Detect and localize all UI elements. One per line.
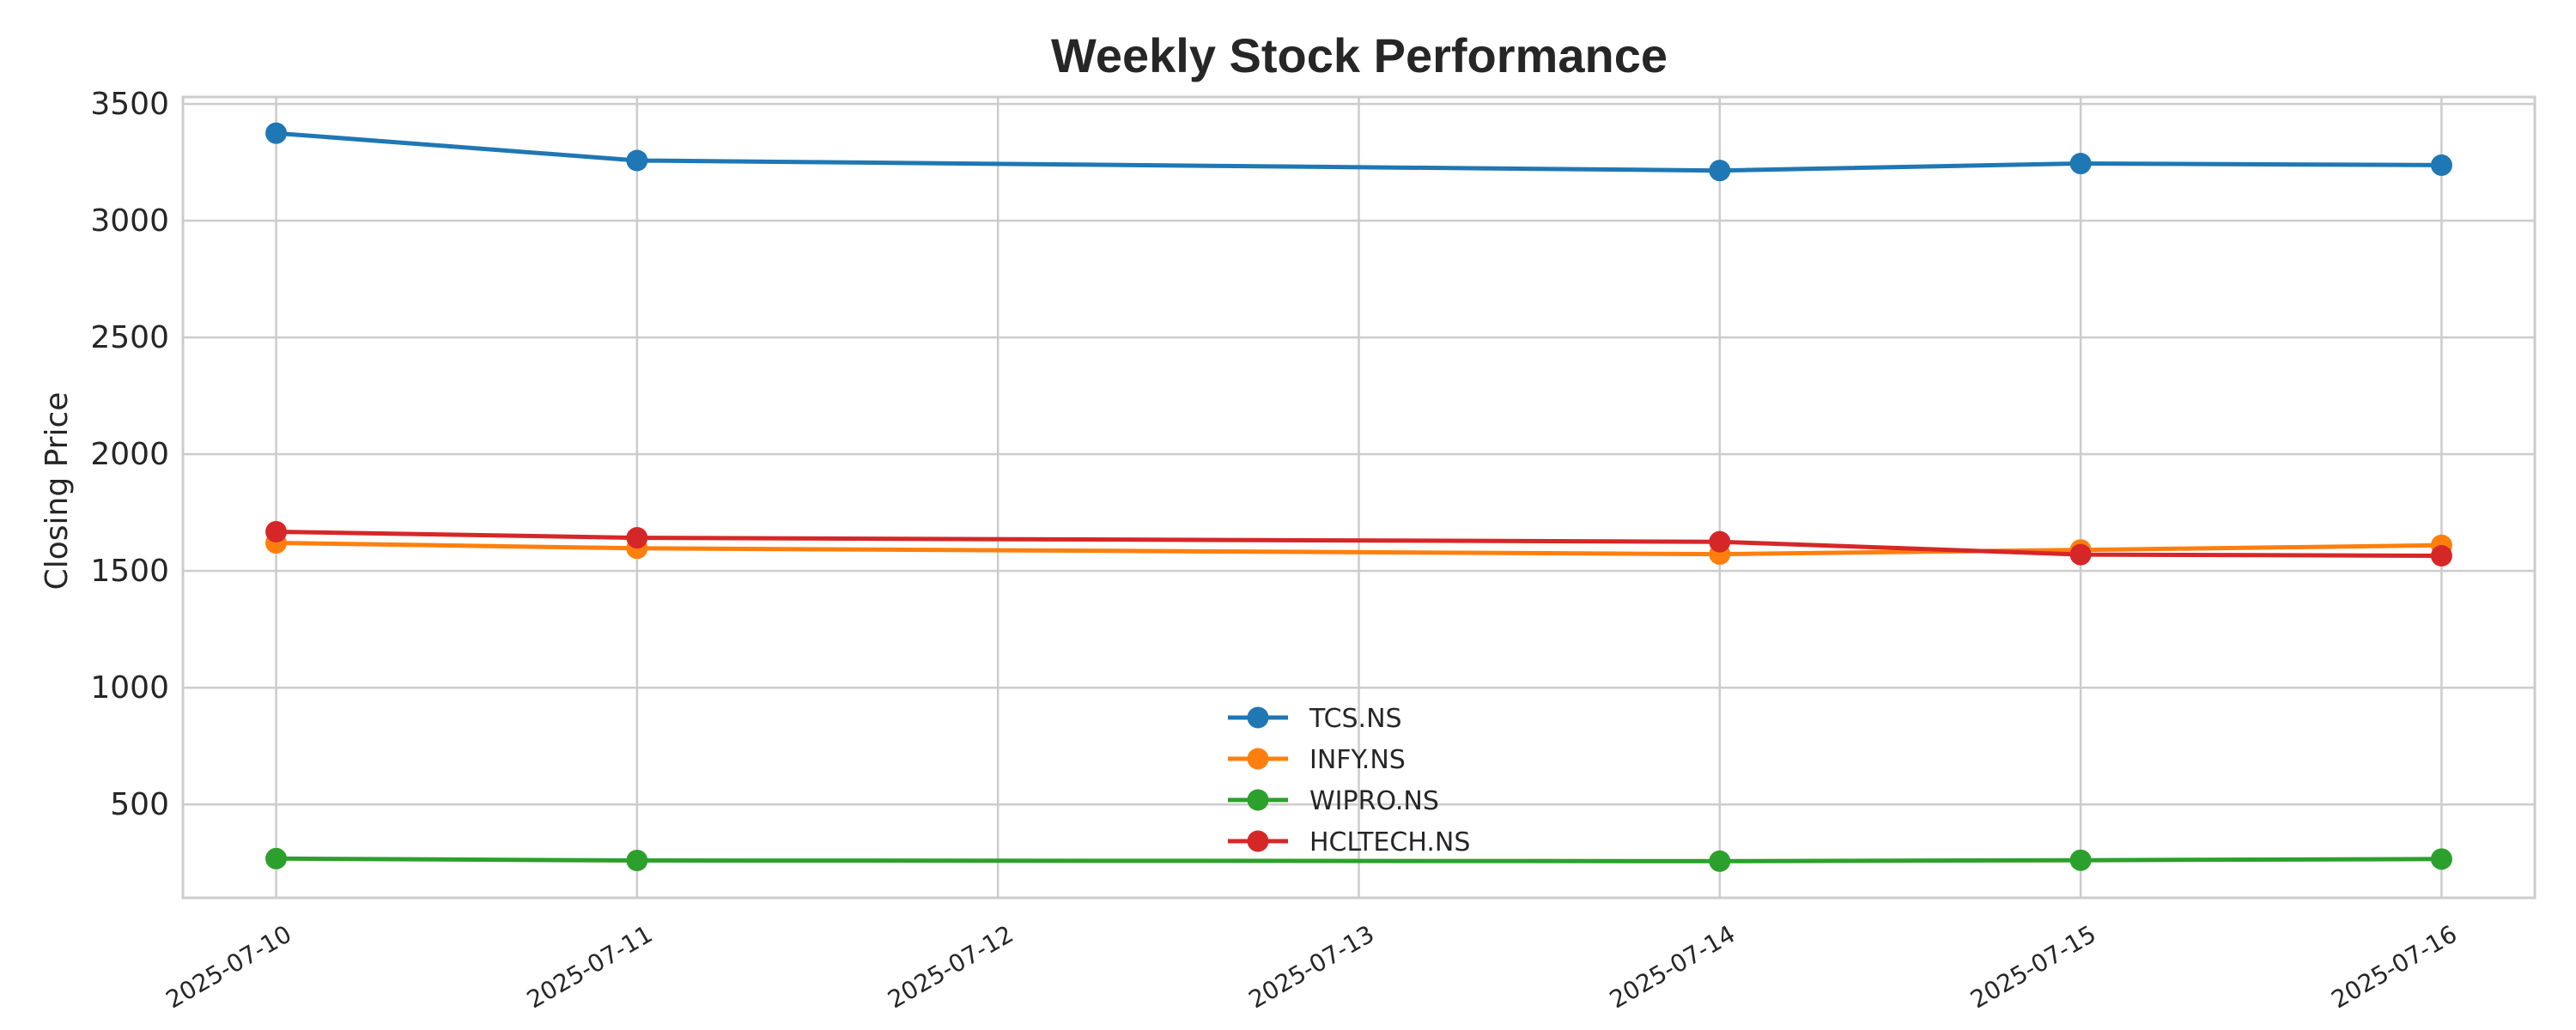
data-point: [1709, 160, 1731, 182]
plot-frame: [181, 95, 2537, 900]
y-tick-label: 3000: [90, 203, 169, 239]
y-tick-label: 500: [110, 787, 169, 822]
legend-label: WIPRO.NS: [1309, 786, 1439, 816]
grid: [183, 97, 2535, 898]
legend-marker: [1247, 789, 1269, 811]
legend-item: HCLTECH.NS: [1228, 827, 1470, 857]
y-tick-label: 2000: [90, 437, 169, 472]
data-point: [1709, 530, 1731, 553]
data-point: [626, 149, 648, 172]
data-point: [2430, 848, 2452, 870]
data-point: [2069, 543, 2092, 566]
legend: TCS.NS INFY.NS WIPRO.NS HCLTECH.NS: [1228, 704, 1470, 857]
y-tick-label: 1000: [90, 670, 169, 706]
legend-label: TCS.NS: [1309, 704, 1402, 734]
data-point: [2069, 849, 2092, 871]
y-axis-label: Closing Price: [39, 392, 75, 591]
legend-label: HCLTECH.NS: [1309, 827, 1470, 857]
y-tick-label: 1500: [90, 554, 169, 589]
series-layer: [265, 122, 2452, 872]
legend-item: TCS.NS: [1228, 704, 1402, 734]
data-point: [265, 847, 288, 869]
data-point: [265, 520, 288, 542]
series-wipro-ns: [265, 847, 2452, 872]
data-point: [626, 527, 648, 549]
legend-label: INFY.NS: [1309, 745, 1406, 775]
legend-marker: [1247, 706, 1269, 729]
y-tick-label: 3500: [90, 87, 169, 122]
data-point: [626, 849, 648, 871]
data-point: [2430, 545, 2452, 567]
legend-marker: [1247, 830, 1269, 852]
data-point: [265, 122, 288, 144]
data-point: [1709, 850, 1731, 872]
y-tick-label: 2500: [90, 320, 169, 355]
series-line: [276, 856, 2442, 863]
legend-marker: [1247, 748, 1269, 770]
series-tcs-ns: [265, 122, 2452, 182]
legend-item: INFY.NS: [1228, 745, 1406, 775]
data-point: [2430, 154, 2452, 176]
y-axis-ticks: 500 1000 1500 2000 2500 3000 3500: [90, 87, 169, 822]
legend-item: WIPRO.NS: [1228, 786, 1439, 816]
data-point: [2069, 153, 2092, 175]
series-hcltech-ns: [265, 520, 2452, 567]
chart-title: Weekly Stock Performance: [1051, 28, 1668, 82]
